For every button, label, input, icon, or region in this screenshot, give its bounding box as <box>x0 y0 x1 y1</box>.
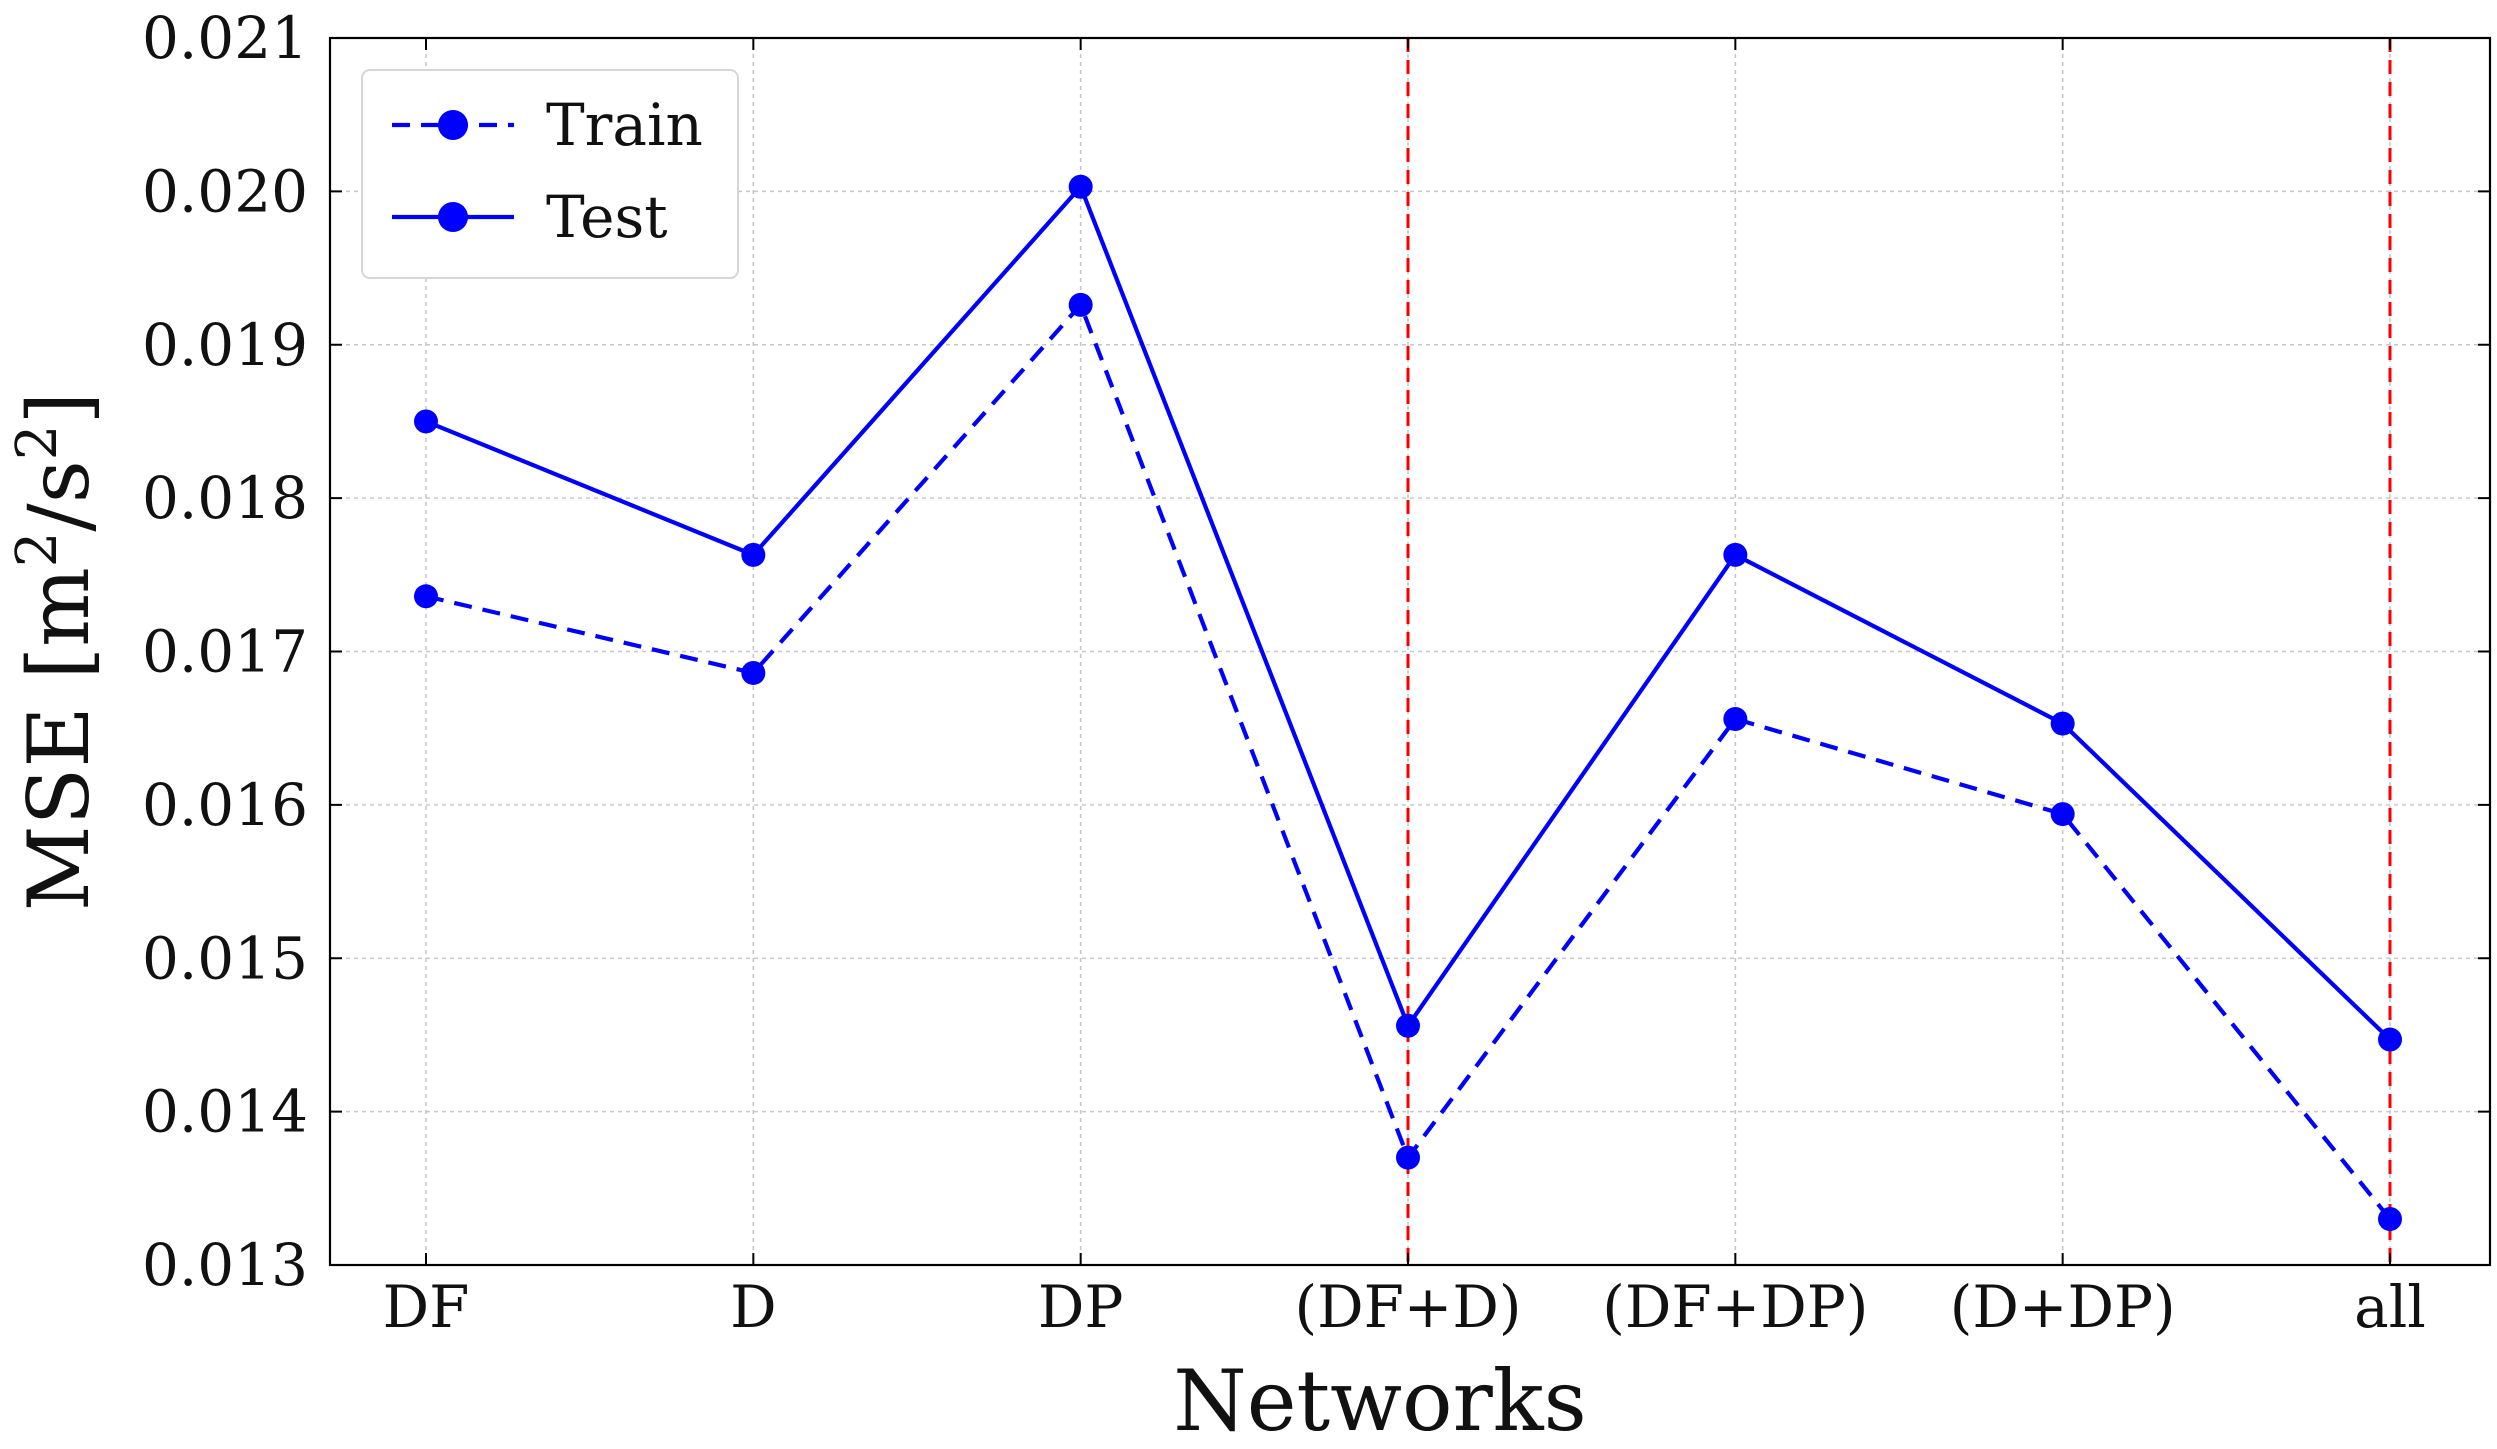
y-tick-labels: 0.013 0.014 0.015 0.016 0.017 0.018 0.019 0.020… <box>142 4 308 1299</box>
legend-label: Train <box>546 91 703 159</box>
legend-entry-train: Train <box>392 91 703 159</box>
x-tick-label: (D+DP) <box>1950 1273 2176 1341</box>
y-axis-title-mid: /s <box>10 460 108 531</box>
test-point <box>1396 1013 1420 1038</box>
train-point <box>414 584 438 609</box>
train-point <box>2050 802 2075 827</box>
x-tick-label: (DF+D) <box>1294 1273 1521 1341</box>
test-point <box>414 409 438 434</box>
train-point <box>2378 1206 2402 1231</box>
y-tick-label: 0.021 <box>142 4 308 72</box>
x-tick-label: all <box>2354 1273 2426 1341</box>
series-train <box>414 292 2402 1231</box>
x-tick-labels: DF D DP (DF+D) (DF+DP) (D+DP) all <box>383 1273 2426 1341</box>
test-point <box>1068 174 1093 199</box>
test-point <box>2050 711 2075 736</box>
y-tick-label: 0.015 <box>142 924 308 992</box>
train-point <box>1723 706 1748 731</box>
x-tick-label: D <box>730 1273 777 1341</box>
test-point <box>2378 1027 2402 1052</box>
legend-marker <box>438 110 468 140</box>
legend-marker <box>438 202 468 232</box>
legend: Train Test <box>361 69 739 279</box>
y-tick-label: 0.020 <box>142 157 308 225</box>
train-point <box>741 660 766 685</box>
x-axis-title: Networks <box>1173 1352 1587 1449</box>
y-tick-label: 0.014 <box>142 1078 308 1146</box>
reference-lines <box>1406 38 2392 1265</box>
ticks <box>330 37 2490 1266</box>
test-point <box>741 542 766 567</box>
train-point <box>1396 1145 1420 1170</box>
x-tick-label: DF <box>383 1273 470 1341</box>
series <box>414 174 2402 1231</box>
legend-label: Test <box>546 183 668 251</box>
y-axis-title-sup2: 2 <box>5 425 70 461</box>
y-axis-title-sup1: 2 <box>5 532 70 568</box>
x-tick-label: DP <box>1038 1273 1124 1341</box>
y-tick-label: 0.019 <box>142 311 308 379</box>
y-tick-label: 0.016 <box>142 771 308 839</box>
x-tick-label: (DF+DP) <box>1602 1273 1868 1341</box>
y-axis-title-end: ] <box>10 392 108 425</box>
y-tick-label: 0.013 <box>142 1231 308 1299</box>
y-axis-title-main: MSE [m <box>10 567 108 911</box>
y-tick-label: 0.018 <box>142 464 308 532</box>
train-point <box>1068 292 1093 317</box>
legend-entry-test: Test <box>392 183 668 251</box>
y-axis-title: MSE [m2/s2] <box>5 392 109 911</box>
test-point <box>1723 542 1748 567</box>
y-tick-label: 0.017 <box>142 618 308 686</box>
series-test <box>414 174 2402 1052</box>
